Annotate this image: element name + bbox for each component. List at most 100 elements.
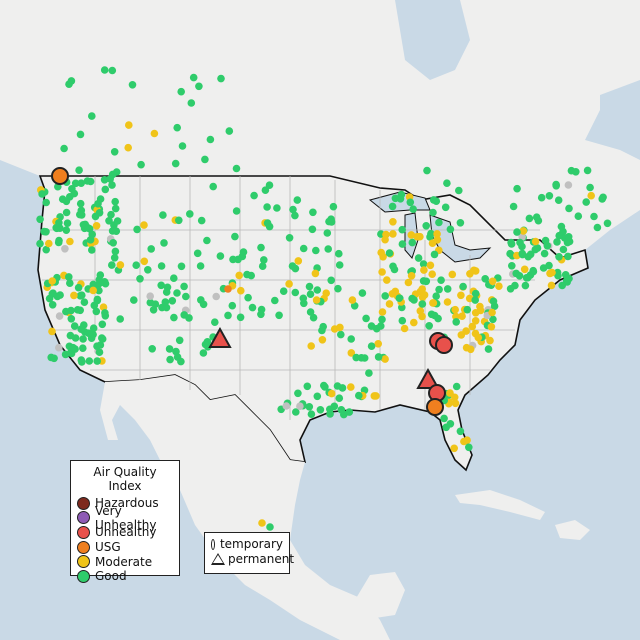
mexico-landmass bbox=[100, 375, 390, 640]
good-site bbox=[481, 275, 490, 283]
legend-item-very-unhealthy: Very Unhealthy bbox=[77, 504, 173, 532]
good-site bbox=[76, 199, 85, 208]
good-site bbox=[489, 315, 497, 324]
good-site bbox=[96, 195, 105, 203]
good-site bbox=[130, 296, 138, 304]
moderate-site bbox=[433, 236, 442, 244]
good-site bbox=[347, 335, 356, 343]
good-site bbox=[180, 311, 188, 319]
moderate-site bbox=[150, 129, 159, 138]
moderate-site bbox=[99, 303, 108, 312]
good-site bbox=[148, 345, 156, 353]
good-site bbox=[586, 183, 594, 192]
moderate-site bbox=[429, 299, 438, 307]
good-site bbox=[76, 306, 84, 315]
moderate-site bbox=[372, 392, 380, 400]
moderate-site bbox=[487, 323, 496, 331]
good-site bbox=[565, 204, 573, 213]
good-site bbox=[93, 357, 101, 365]
good-site bbox=[555, 231, 563, 240]
circle-icon bbox=[211, 538, 215, 550]
good-site bbox=[65, 273, 73, 281]
labrador-land bbox=[540, 0, 640, 95]
moderate-site bbox=[450, 444, 459, 453]
moderate-site bbox=[385, 300, 394, 308]
good-site bbox=[389, 262, 397, 271]
good-site bbox=[79, 344, 87, 353]
good-site bbox=[157, 262, 166, 270]
good-site bbox=[598, 195, 606, 203]
moderate-site bbox=[407, 231, 416, 239]
moderate-site bbox=[520, 265, 529, 274]
good-site bbox=[170, 274, 178, 283]
good-site bbox=[554, 271, 562, 280]
good-site bbox=[162, 288, 171, 296]
usg-site bbox=[224, 285, 232, 293]
good-site bbox=[224, 311, 232, 320]
good-site bbox=[79, 335, 87, 343]
good-site bbox=[98, 335, 107, 343]
good-site bbox=[84, 224, 92, 232]
moderate-site bbox=[488, 308, 496, 317]
good-site bbox=[260, 256, 268, 264]
good-site bbox=[279, 287, 288, 296]
moderate-site bbox=[471, 267, 480, 275]
good-site bbox=[432, 292, 441, 301]
legend-title: Air Quality Index bbox=[93, 465, 157, 493]
good-site bbox=[77, 325, 85, 334]
good-site bbox=[406, 198, 415, 207]
good-site bbox=[111, 247, 120, 256]
good-site bbox=[166, 355, 174, 364]
moderate-site bbox=[463, 436, 471, 445]
good-site bbox=[112, 227, 121, 235]
good-site bbox=[61, 350, 70, 359]
moderate-site bbox=[400, 324, 409, 333]
good-site bbox=[291, 264, 300, 273]
good-site bbox=[36, 215, 44, 224]
good-site bbox=[173, 123, 181, 132]
good-site bbox=[248, 303, 257, 312]
canada-landmass bbox=[0, 0, 640, 258]
legend-item-usg: USG bbox=[77, 540, 173, 555]
good-site bbox=[258, 262, 267, 271]
good-site bbox=[398, 240, 407, 248]
good-site bbox=[395, 294, 404, 303]
monitor-markers bbox=[36, 66, 612, 531]
good-site bbox=[518, 250, 527, 259]
good-site bbox=[107, 210, 115, 219]
good-site bbox=[471, 289, 480, 298]
good-site bbox=[521, 281, 530, 290]
good-site bbox=[228, 301, 237, 310]
good-site bbox=[109, 239, 117, 247]
good-site bbox=[144, 266, 152, 274]
moderate-site bbox=[374, 340, 383, 348]
good-site bbox=[541, 236, 550, 245]
good-site bbox=[484, 345, 493, 353]
good-site bbox=[318, 326, 326, 335]
good-site bbox=[552, 182, 560, 190]
good-site bbox=[437, 276, 445, 285]
good-site bbox=[111, 204, 120, 213]
good-site bbox=[111, 197, 119, 206]
good-site bbox=[312, 246, 320, 255]
moderate-site bbox=[451, 399, 460, 408]
good-site bbox=[91, 212, 100, 221]
good-site bbox=[160, 239, 168, 247]
good-site bbox=[441, 203, 450, 212]
moderate-site bbox=[418, 293, 427, 302]
legend-label: permanent bbox=[228, 551, 295, 566]
good-site bbox=[149, 306, 158, 314]
good-site bbox=[456, 219, 465, 227]
good-site bbox=[105, 217, 113, 225]
moderate-site bbox=[450, 393, 459, 402]
good-site bbox=[522, 274, 531, 282]
good-site bbox=[69, 343, 77, 352]
moderate-site bbox=[378, 308, 387, 316]
good-site bbox=[62, 197, 71, 206]
good-site bbox=[452, 382, 461, 391]
legend-item-moderate: Moderate bbox=[77, 554, 173, 569]
good-site bbox=[465, 443, 473, 452]
hispaniola-island bbox=[555, 520, 590, 540]
good-site bbox=[334, 284, 342, 293]
legend-item-unhealthy: Unhealthy bbox=[77, 525, 173, 540]
